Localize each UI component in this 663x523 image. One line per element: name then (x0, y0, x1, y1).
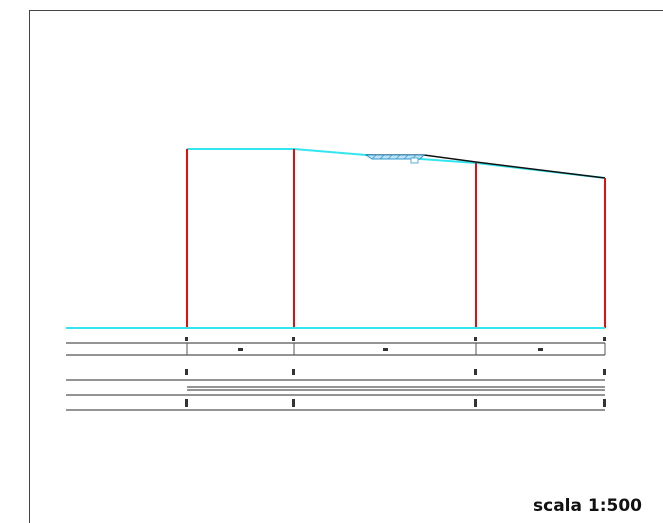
drawing-frame (29, 10, 663, 523)
profile-table (66, 342, 605, 411)
terrain-profile-line (187, 148, 606, 179)
hatched-structure (364, 154, 426, 164)
scale-label: scala 1:500 (533, 496, 642, 516)
tiny-table-marks (185, 337, 606, 407)
table-ticks (186, 343, 606, 355)
